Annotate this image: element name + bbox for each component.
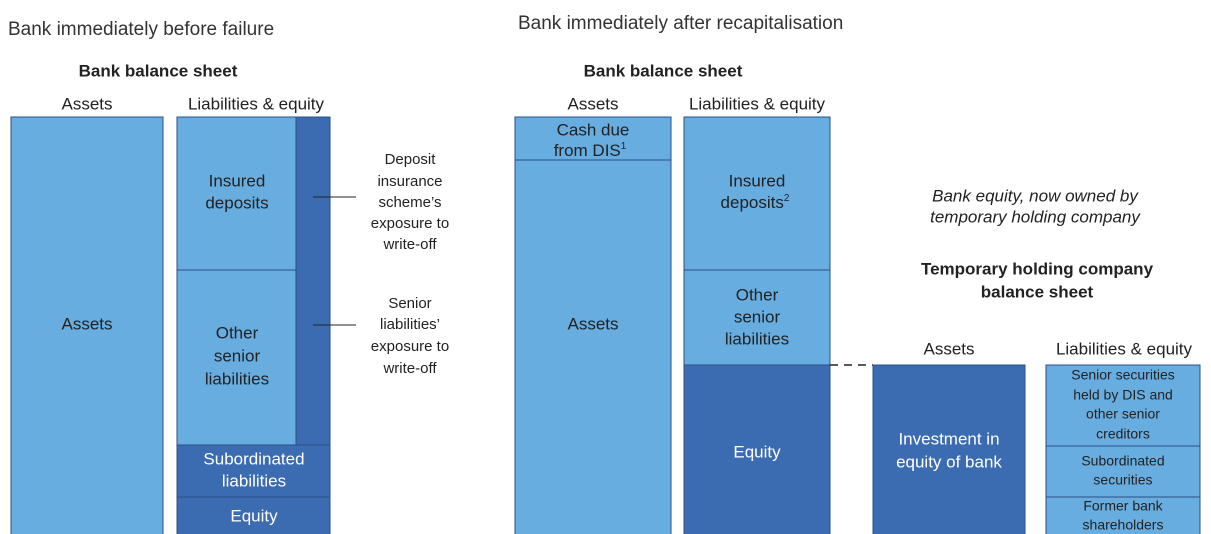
column-header: Assets [61,94,112,113]
annotation: insurance [377,173,442,190]
equity-block [683,364,831,534]
block-label: Insured [729,171,786,190]
block-label: Subordinated [1081,453,1164,469]
annotation: exposure to [371,338,449,355]
block-label: Assets [61,314,112,333]
annotation: Deposit [385,151,437,168]
block-label: Cash due [557,120,630,139]
block-label: deposits [205,193,268,212]
column-header: Liabilities & equity [689,94,826,113]
block-label: securities [1093,472,1152,488]
block-label: from DIS1 [554,141,627,161]
block-label-text: deposits [721,193,784,212]
block-label: held by DIS and [1073,387,1173,403]
annotation: write-off [382,236,437,253]
column-header: Liabilities & equity [1056,339,1193,358]
annotation: exposure to [371,215,449,232]
heading: Bank immediately after recapitalisation [518,13,843,34]
block-label: liabilities [205,369,269,388]
annotation: Senior [388,295,431,312]
subordinated-securities-block [1045,445,1201,498]
block-label: Other [216,323,259,342]
block-label: Equity [733,442,781,461]
block-label: equity of bank [896,452,1002,471]
other-senior-block [683,269,831,366]
equity-note: temporary holding company [930,207,1141,226]
insured-deposits-block [176,116,297,271]
block-label: Equity [230,506,278,525]
sheet-title: balance sheet [981,282,1094,301]
block-label: deposits2 [721,193,790,213]
cash-block [514,116,672,161]
block-label: Former bank [1083,498,1163,514]
block-label: senior [734,307,781,326]
block-label: shareholders [1083,517,1164,533]
sheet-title: Bank balance sheet [79,61,238,80]
footnote-mark: 2 [784,193,790,204]
annotation: liabilities’ [380,316,440,333]
block-label: creditors [1096,426,1150,442]
equity-block [176,496,331,534]
block-label: Assets [567,314,618,333]
annotation: write-off [382,360,437,377]
annotation: scheme’s [378,194,441,211]
block-label: liabilities [725,329,789,348]
assets-block [10,116,164,534]
column-header: Assets [567,94,618,113]
shareholders-block [1045,496,1201,534]
subordinated-block [176,444,331,498]
block-label-text: from DIS [554,141,621,160]
sheet-title: Bank balance sheet [584,61,743,80]
block-label: Other [736,285,779,304]
heading: Bank immediately before failure [8,19,274,40]
column-header: Assets [923,339,974,358]
block-label: senior [214,346,261,365]
block-label: Senior securities [1071,367,1175,383]
footnote-mark: 1 [621,141,627,152]
senior-securities-block [1045,364,1201,447]
equity-note: Bank equity, now owned by [932,186,1139,205]
insured-deposits-block [683,116,831,271]
block-label: other senior [1086,406,1160,422]
block-label: Subordinated [203,449,304,468]
investment-block [872,364,1026,534]
block-label: Insured [209,171,266,190]
column-header: Liabilities & equity [188,94,325,113]
assets-block [514,159,672,534]
block-label: liabilities [222,471,286,490]
block-label: Investment in [898,429,999,448]
sheet-title: Temporary holding company [921,259,1154,278]
exposure-strip [295,116,331,446]
